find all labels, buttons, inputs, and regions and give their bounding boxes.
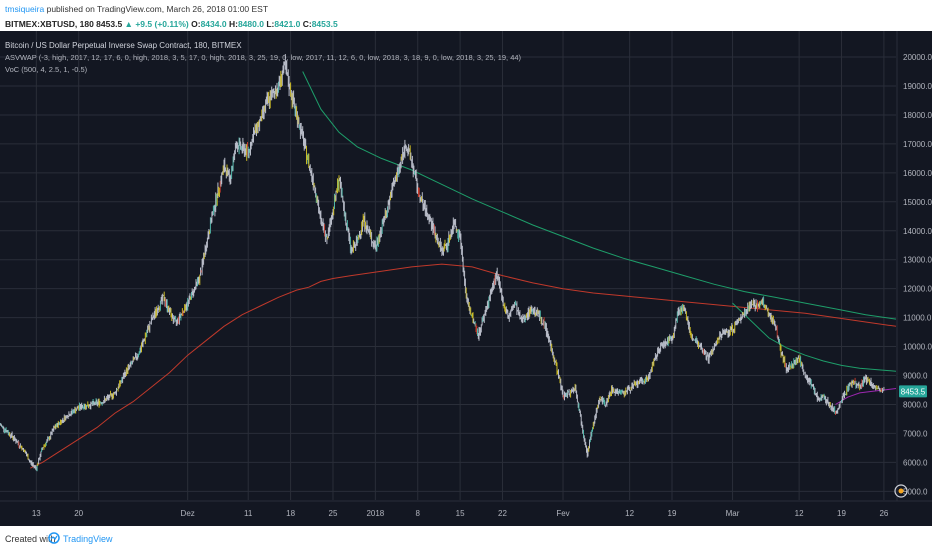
tradingview-link[interactable]: TradingView: [63, 534, 113, 544]
y-tick-label: 13000.0: [903, 256, 932, 265]
high-label: H:: [228, 19, 238, 29]
x-tick-label: Fev: [556, 509, 569, 518]
y-tick-label: 7000.0: [903, 429, 928, 438]
y-tick-label: 15000.0: [903, 198, 932, 207]
x-tick-label: 25: [329, 509, 338, 518]
price-chart[interactable]: 5000.0 6000.0 7000.0 8000.0 9000.0 10000.0 110…: [0, 31, 932, 526]
symbol-label: BITMEX:XBTUSD, 180: [5, 19, 94, 29]
x-tick-label: 22: [498, 509, 507, 518]
x-tick-label: 15: [456, 509, 465, 518]
close-value: 8453.5: [311, 19, 338, 29]
x-tick-label: 26: [879, 509, 888, 518]
close-label: C:: [302, 19, 312, 29]
chart-area[interactable]: 5000.0 6000.0 7000.0 8000.0 9000.0 10000.0 110…: [0, 31, 932, 526]
price-bars: [0, 54, 885, 472]
series-layer: [30, 71, 897, 469]
x-tick-label: 8: [416, 509, 421, 518]
y-tick-label: 19000.0: [903, 82, 932, 91]
x-tick-label: 19: [837, 509, 846, 518]
footer: Created with TradingView: [0, 526, 932, 550]
x-tick-label: 13: [32, 509, 41, 518]
last-price-tag-box: [899, 385, 927, 398]
x-tick-label: 12: [625, 509, 634, 518]
x-tick-label: 18: [286, 509, 295, 518]
x-tick-label: 20: [74, 509, 83, 518]
voc-legend: VoC (500, 4, 2.5, 1, -0.5): [5, 65, 88, 74]
y-tick-label: 16000.0: [903, 169, 932, 178]
last-price-tag-label: 8453.5: [901, 387, 926, 396]
publish-header: tmsiqueira published on TradingView.com,…: [0, 0, 932, 17]
up-arrow-icon: ▲: [124, 19, 133, 29]
vwap-line-purple-mar: [835, 388, 897, 405]
y-tick-label: 8000.0: [903, 400, 928, 409]
y-tick-label: 11000.0: [903, 314, 932, 323]
price-axis[interactable]: 5000.0 6000.0 7000.0 8000.0 9000.0 10000.0 110…: [903, 53, 932, 496]
x-tick-label: Mar: [726, 509, 740, 518]
grid-lines: [0, 31, 896, 500]
price-change: +9.5 (+0.11%): [135, 19, 189, 29]
y-tick-label: 6000.0: [903, 458, 928, 467]
vwap-line-green-mar: [732, 302, 897, 372]
y-tick-label: 14000.0: [903, 227, 932, 236]
y-tick-label: 17000.0: [903, 140, 932, 149]
y-tick-label: 18000.0: [903, 111, 932, 120]
settings-icon[interactable]: [894, 484, 908, 498]
tradingview-logo-icon[interactable]: [48, 532, 60, 546]
low-value: 8421.0: [274, 19, 301, 29]
created-with-text: Created with: [5, 534, 56, 544]
y-tick-label: 9000.0: [903, 372, 928, 381]
y-tick-label: 20000.0: [903, 53, 932, 62]
open-value: 8434.0: [200, 19, 227, 29]
y-tick-label: 12000.0: [903, 285, 932, 294]
x-tick-label: Dez: [181, 509, 195, 518]
quote-header: BITMEX:XBTUSD, 180 8453.5 ▲ +9.5 (+0.11%…: [0, 17, 932, 31]
author-link[interactable]: tmsiqueira: [5, 4, 45, 14]
x-tick-label: 19: [668, 509, 677, 518]
time-axis[interactable]: 13 20 Dez 11 18 25 2018 8 15 22 Fev 12 19 Mar 12 19 26: [32, 509, 889, 518]
asvwap-legend: ASVWAP (-3, high, 2017, 12, 17, 6, 0, hi…: [5, 53, 522, 62]
x-tick-label: 2018: [366, 509, 384, 518]
published-text: published on TradingView.com, March 26, …: [46, 4, 269, 14]
open-label: O:: [191, 19, 201, 29]
low-label: L:: [266, 19, 275, 29]
chart-title: Bitcoin / US Dollar Perpetual Inverse Sw…: [5, 41, 242, 50]
vwap-line-green-dec: [302, 71, 897, 320]
x-tick-label: 12: [795, 509, 804, 518]
x-tick-label: 11: [244, 509, 253, 518]
vwap-line-red-nov: [30, 263, 897, 469]
y-tick-label: 10000.0: [903, 343, 932, 352]
last-price-tag: 8453.5: [899, 385, 927, 398]
last-price: 8453.5: [96, 19, 123, 29]
high-value: 8480.0: [237, 19, 264, 29]
y-tick-label: 5000.0: [903, 487, 928, 496]
